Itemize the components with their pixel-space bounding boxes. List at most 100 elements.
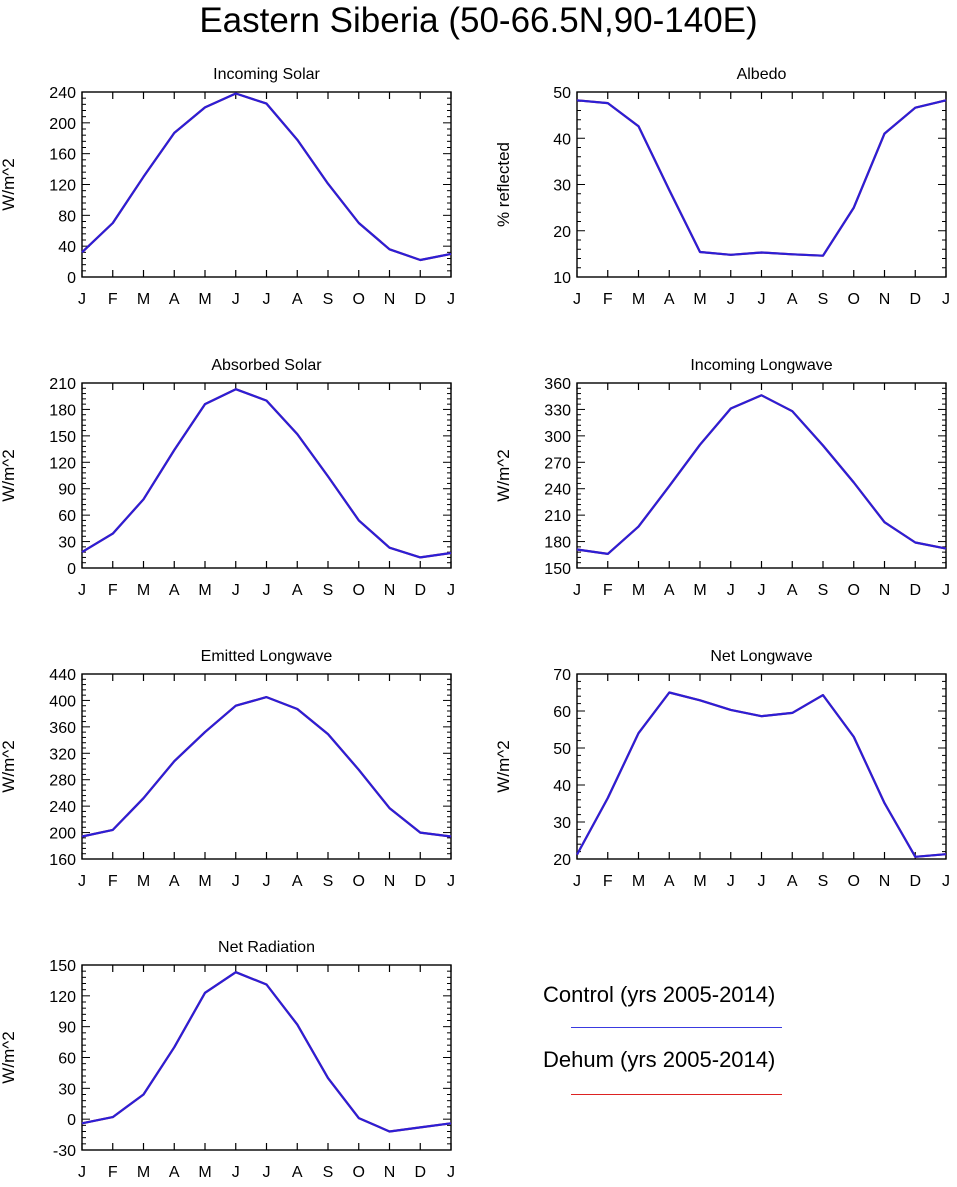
x-tick-label: A <box>292 873 303 890</box>
y-tick-label: 150 <box>49 429 76 446</box>
panel-title: Emitted Longwave <box>201 648 333 665</box>
x-tick-label: M <box>198 291 211 308</box>
x-tick-label: J <box>78 873 86 890</box>
x-tick-label: M <box>693 291 706 308</box>
y-tick-label: 80 <box>58 208 76 225</box>
x-tick-label: M <box>693 873 706 890</box>
x-tick-label: J <box>758 291 766 308</box>
y-tick-label: 70 <box>553 667 571 684</box>
y-axis-label: W/m^2 <box>0 1031 18 1083</box>
x-tick-label: F <box>108 291 118 308</box>
x-tick-label: D <box>414 873 426 890</box>
y-tick-label: 200 <box>49 826 76 843</box>
plot-frame <box>576 382 947 569</box>
x-tick-label: D <box>909 582 921 599</box>
legend-control-label: Control (yrs 2005-2014) <box>543 982 776 1007</box>
y-tick-label: 400 <box>49 693 76 710</box>
x-tick-label: N <box>384 873 396 890</box>
y-tick-label: 20 <box>553 852 571 869</box>
y-axis-label: W/m^2 <box>0 158 18 210</box>
y-tick-label: 0 <box>67 270 76 287</box>
x-tick-label: A <box>664 582 675 599</box>
x-tick-label: O <box>353 1164 365 1181</box>
series-line-dehum <box>81 695 452 838</box>
y-tick-label: 240 <box>49 799 76 816</box>
x-tick-label: F <box>603 873 613 890</box>
legend-dehum-line <box>571 1094 782 1095</box>
x-tick-label: A <box>169 582 180 599</box>
plot-frame <box>81 382 452 569</box>
series-line-control <box>576 691 947 858</box>
y-tick-label: 320 <box>49 746 76 763</box>
x-tick-label: J <box>942 291 950 308</box>
x-tick-label: D <box>909 873 921 890</box>
x-tick-label: J <box>447 291 455 308</box>
y-tick-label: 0 <box>67 561 76 578</box>
x-tick-label: O <box>353 873 365 890</box>
x-tick-label: S <box>323 291 334 308</box>
x-tick-label: N <box>879 291 891 308</box>
x-tick-label: A <box>292 1164 303 1181</box>
x-tick-label: J <box>573 582 581 599</box>
y-tick-label: 440 <box>49 667 76 684</box>
y-tick-label: 50 <box>553 85 571 102</box>
x-tick-label: J <box>232 582 240 599</box>
plot-frame <box>81 673 452 860</box>
y-tick-label: 20 <box>553 224 571 241</box>
y-tick-label: 360 <box>49 720 76 737</box>
y-tick-label: 210 <box>49 376 76 393</box>
x-tick-label: M <box>137 291 150 308</box>
x-tick-label: D <box>909 291 921 308</box>
series-line-control <box>576 99 947 257</box>
y-tick-label: 210 <box>544 508 571 525</box>
y-tick-label: 60 <box>553 704 571 721</box>
x-tick-label: A <box>169 1164 180 1181</box>
y-tick-label: 180 <box>49 402 76 419</box>
y-tick-label: 30 <box>553 815 571 832</box>
x-tick-label: S <box>818 291 829 308</box>
x-tick-label: J <box>232 291 240 308</box>
x-tick-label: A <box>292 291 303 308</box>
x-tick-label: J <box>727 291 735 308</box>
y-tick-label: 300 <box>544 429 571 446</box>
x-tick-label: S <box>818 873 829 890</box>
panel-title: Incoming Longwave <box>690 357 832 374</box>
y-tick-label: 160 <box>49 852 76 869</box>
y-tick-label: 60 <box>58 1051 76 1068</box>
x-tick-label: J <box>263 1164 271 1181</box>
panel-absorbed-solar: J F M A M J J A S O N D J0306090120150180210Absorbed… <box>0 357 455 599</box>
x-tick-label: A <box>169 873 180 890</box>
x-tick-label: J <box>758 582 766 599</box>
x-tick-label: A <box>787 873 798 890</box>
y-axis-label: W/m^2 <box>494 740 513 792</box>
y-tick-label: 240 <box>49 85 76 102</box>
x-tick-label: A <box>787 291 798 308</box>
panel-title: Albedo <box>737 66 787 83</box>
page-title: Eastern Siberia (50-66.5N,90-140E) <box>199 1 758 40</box>
x-tick-label: J <box>942 873 950 890</box>
x-tick-label: J <box>573 291 581 308</box>
y-tick-label: 120 <box>49 989 76 1006</box>
x-tick-label: M <box>632 291 645 308</box>
x-tick-label: J <box>727 873 735 890</box>
series-line-dehum <box>576 99 947 257</box>
x-tick-label: A <box>664 291 675 308</box>
panel-title: Net Longwave <box>710 648 812 665</box>
y-tick-label: 120 <box>49 178 76 195</box>
y-tick-label: 90 <box>58 482 76 499</box>
x-tick-label: J <box>447 1164 455 1181</box>
x-tick-label: F <box>108 1164 118 1181</box>
x-tick-label: F <box>108 873 118 890</box>
x-tick-label: S <box>323 582 334 599</box>
x-tick-label: F <box>603 582 613 599</box>
y-tick-label: -30 <box>53 1143 76 1160</box>
series-line-control <box>81 971 452 1133</box>
x-tick-label: S <box>323 1164 334 1181</box>
x-tick-label: A <box>169 291 180 308</box>
x-tick-label: J <box>78 1164 86 1181</box>
x-tick-label: N <box>384 582 396 599</box>
y-axis-label: W/m^2 <box>494 449 513 501</box>
x-tick-label: M <box>137 873 150 890</box>
